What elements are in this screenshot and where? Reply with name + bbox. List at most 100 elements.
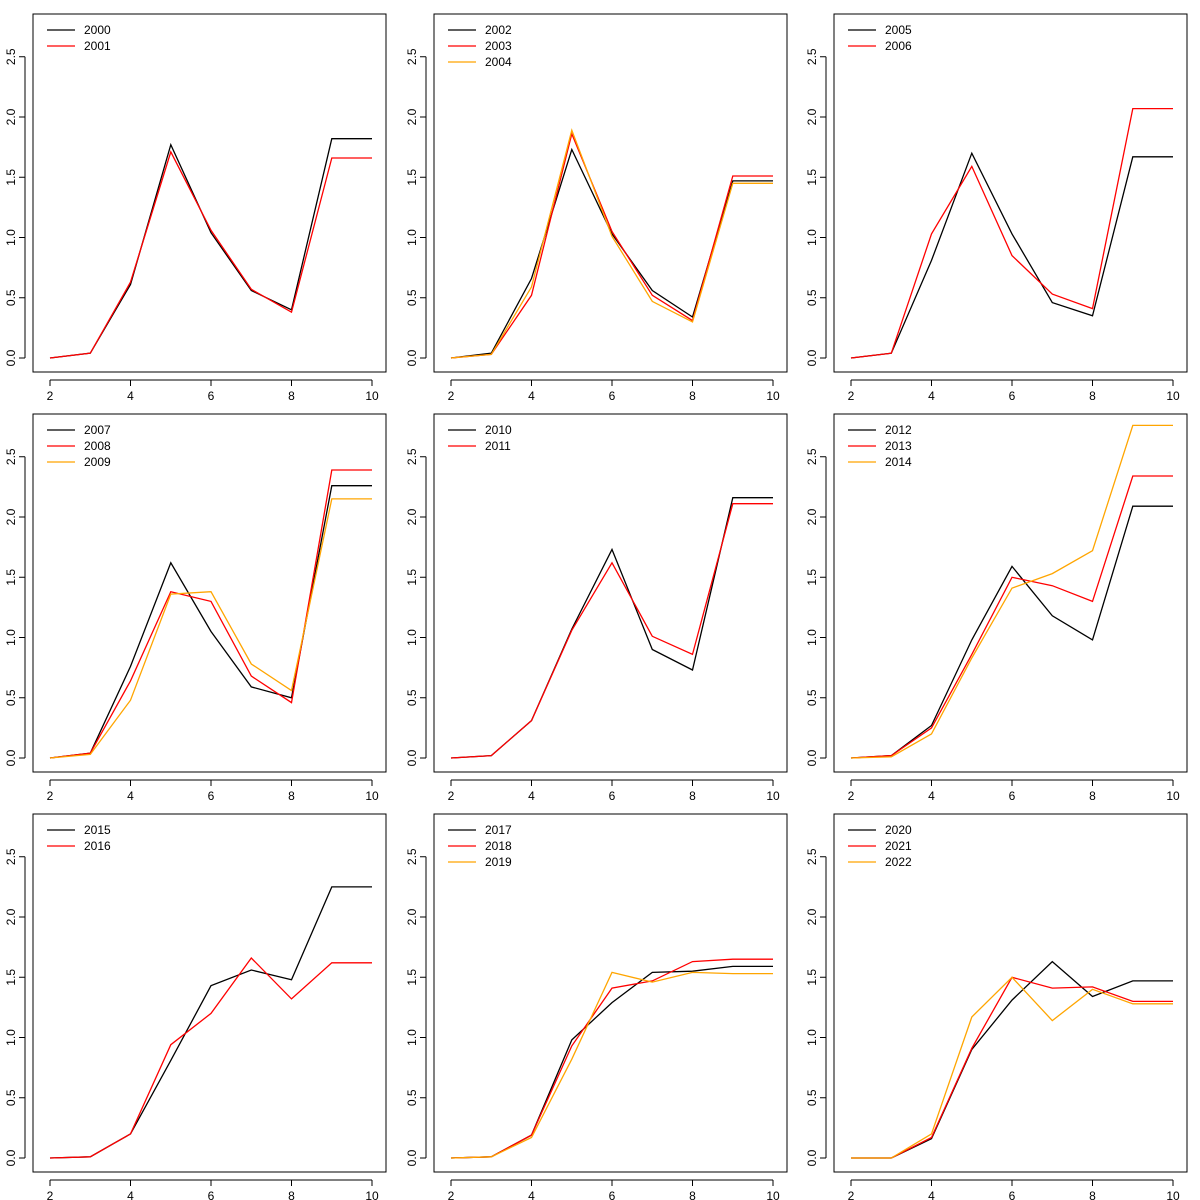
y-tick-label: 0.5: [4, 689, 18, 706]
y-tick-label: 1.5: [405, 169, 419, 186]
x-tick-label: 10: [365, 389, 379, 403]
y-tick-label: 1.5: [405, 969, 419, 986]
legend-label-2011: 2011: [485, 439, 511, 453]
y-tick-label: 0.5: [805, 689, 819, 706]
x-tick-label: 4: [928, 789, 935, 803]
y-tick-label: 0.0: [4, 1149, 18, 1166]
legend-label-2001: 2001: [84, 39, 111, 53]
y-tick-label: 1.5: [4, 969, 18, 986]
x-tick-label: 4: [928, 1189, 935, 1200]
y-tick-label: 2.5: [805, 848, 819, 865]
series-line-2004: [450, 128, 773, 359]
legend-label-2019: 2019: [485, 855, 512, 869]
x-tick-label: 10: [1166, 1189, 1180, 1200]
y-tick-label: 0.0: [405, 349, 419, 366]
series-line-2016: [49, 956, 372, 1159]
legend-label-2005: 2005: [885, 23, 912, 37]
y-tick-label: 2.0: [805, 908, 819, 925]
series-line-2020: [851, 960, 1173, 1159]
x-tick-label: 6: [208, 789, 215, 803]
y-tick-label: 2.0: [405, 508, 419, 525]
chart-panel-5: 2 4 6 8 10 0.0 0.5 1.0 1.5 2.0 2.5 2010 2011: [405, 413, 788, 803]
legend-label-2016: 2016: [84, 839, 111, 853]
plot-frame: [833, 413, 1188, 773]
chart-panel-8: 2 4 6 8 10 0.0 0.5 1.0 1.5 2.0 2.5 2017 2018 2019: [405, 813, 788, 1200]
y-tick-label: 0.5: [805, 289, 819, 306]
plot-frame: [833, 13, 1188, 373]
plot-frame: [32, 13, 387, 373]
y-tick-label: 1.0: [805, 1029, 819, 1046]
y-tick-label: 0.5: [805, 1089, 819, 1106]
y-tick-label: 2.5: [805, 448, 819, 465]
y-tick-label: 1.0: [405, 1029, 419, 1046]
x-tick-label: 2: [47, 789, 54, 803]
y-tick-label: 2.0: [4, 508, 18, 525]
y-tick-label: 0.5: [405, 1089, 419, 1106]
y-tick-label: 2.0: [405, 908, 419, 925]
y-tick-label: 0.0: [4, 749, 18, 766]
series-line-2011: [450, 503, 773, 759]
legend-label-2020: 2020: [885, 823, 912, 837]
series-line-2014: [850, 424, 1173, 759]
y-tick-label: 2.5: [405, 48, 419, 65]
legend-label-2003: 2003: [485, 39, 512, 53]
x-tick-label: 4: [127, 789, 134, 803]
legend-label-2015: 2015: [84, 823, 111, 837]
y-tick-label: 0.0: [4, 349, 18, 366]
y-tick-label: 2.0: [4, 108, 18, 125]
y-tick-label: 2.5: [4, 848, 18, 865]
plot-frame: [833, 813, 1188, 1173]
x-tick-label: 8: [1089, 1189, 1096, 1200]
x-tick-label: 6: [609, 389, 616, 403]
x-tick-label: 2: [848, 789, 855, 803]
plot-frame: [433, 13, 788, 373]
plot-frame: [32, 813, 387, 1173]
series-line-2000: [49, 138, 372, 359]
series-line-2002: [450, 147, 773, 359]
x-tick-label: 2: [448, 1189, 455, 1200]
y-tick-label: 0.0: [405, 749, 419, 766]
legend-label-2021: 2021: [885, 839, 912, 853]
x-tick-label: 2: [848, 1189, 855, 1200]
y-tick-label: 2.5: [4, 448, 18, 465]
series-line-2008: [49, 469, 372, 759]
x-tick-label: 10: [1166, 789, 1180, 803]
y-tick-label: 2.5: [4, 48, 18, 65]
x-tick-label: 10: [766, 1189, 780, 1200]
legend-label-2013: 2013: [885, 439, 912, 453]
x-tick-label: 10: [1166, 389, 1180, 403]
y-tick-label: 0.0: [805, 349, 819, 366]
y-tick-label: 1.0: [4, 229, 18, 246]
x-tick-label: 10: [365, 1189, 379, 1200]
x-tick-label: 8: [689, 1189, 696, 1200]
x-tick-label: 8: [689, 389, 696, 403]
y-tick-label: 0.5: [4, 1089, 18, 1106]
plot-frame: [32, 413, 387, 773]
x-tick-label: 4: [127, 1189, 134, 1200]
y-tick-label: 1.5: [805, 969, 819, 986]
x-tick-label: 6: [208, 1189, 215, 1200]
x-tick-label: 8: [288, 789, 295, 803]
series-line-2021: [851, 976, 1173, 1159]
series-line-2006: [850, 107, 1173, 359]
series-line-2009: [49, 498, 372, 759]
legend-label-2008: 2008: [84, 439, 111, 453]
y-tick-label: 2.0: [805, 508, 819, 525]
y-tick-label: 0.5: [4, 289, 18, 306]
y-tick-label: 2.5: [805, 48, 819, 65]
y-tick-label: 2.0: [805, 108, 819, 125]
x-tick-label: 10: [365, 789, 379, 803]
x-tick-label: 2: [47, 389, 54, 403]
chart-panel-7: 2 4 6 8 10 0.0 0.5 1.0 1.5 2.0 2.5 2015 2016: [4, 813, 387, 1200]
x-tick-label: 6: [1009, 389, 1016, 403]
y-tick-label: 1.0: [405, 229, 419, 246]
plot-frame: [433, 813, 788, 1173]
y-tick-label: 1.0: [805, 229, 819, 246]
y-tick-label: 1.0: [4, 629, 18, 646]
y-tick-label: 0.5: [405, 289, 419, 306]
y-tick-label: 2.0: [4, 908, 18, 925]
x-tick-label: 2: [448, 789, 455, 803]
y-tick-label: 0.0: [805, 1149, 819, 1166]
x-tick-label: 4: [928, 389, 935, 403]
x-tick-label: 8: [288, 1189, 295, 1200]
